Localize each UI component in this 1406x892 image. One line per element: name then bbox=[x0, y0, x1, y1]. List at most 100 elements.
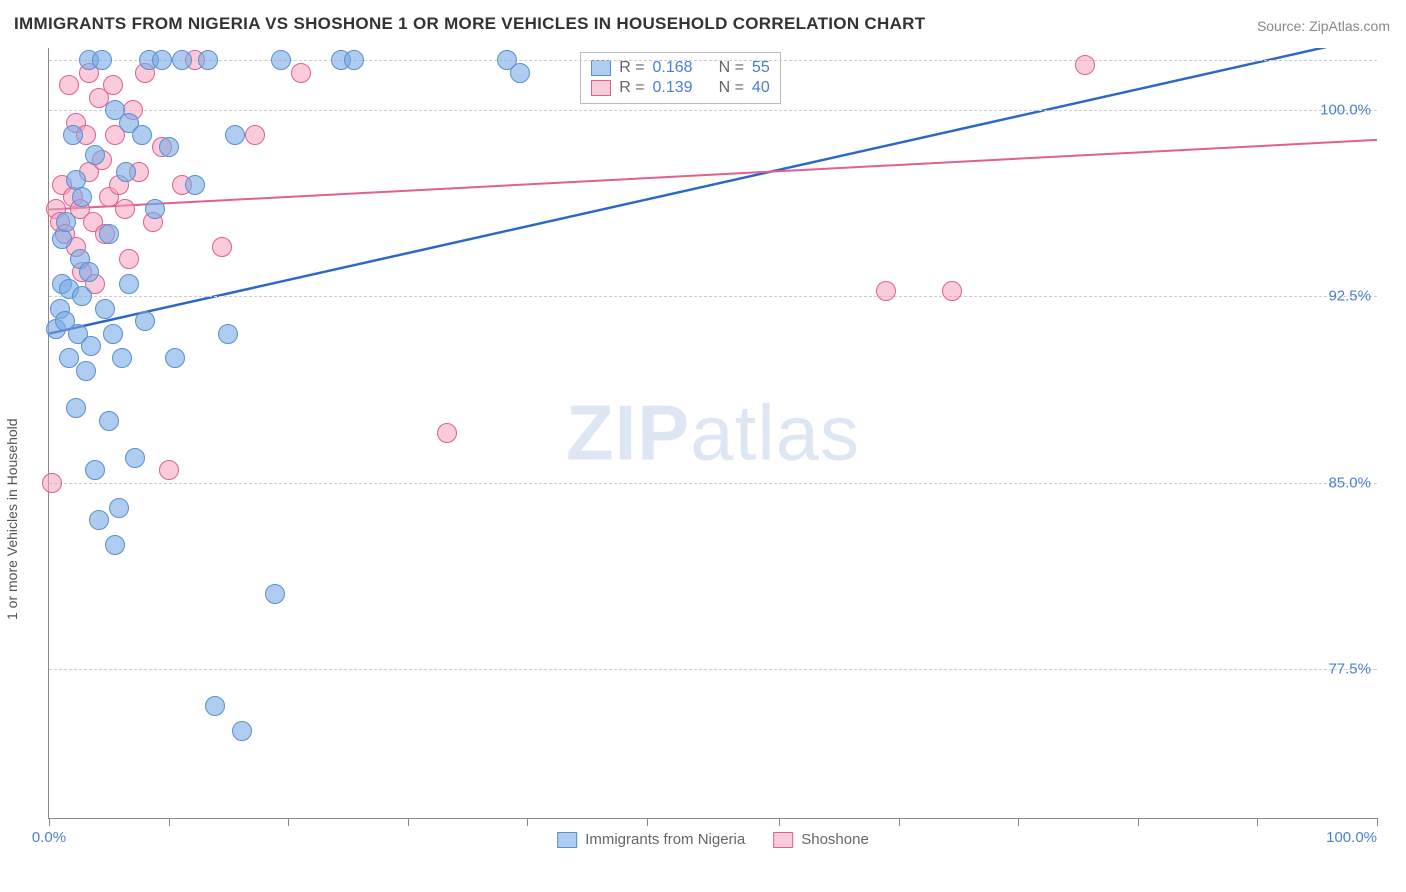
plot-area: ZIPatlas R =0.168N =55R =0.139N =40 Immi… bbox=[48, 48, 1377, 819]
data-point bbox=[185, 175, 205, 195]
y-tick-label: 85.0% bbox=[1328, 474, 1371, 491]
x-tick bbox=[1138, 818, 1139, 826]
data-point bbox=[79, 262, 99, 282]
data-point bbox=[245, 125, 265, 145]
gridline bbox=[49, 296, 1377, 297]
data-point bbox=[198, 50, 218, 70]
data-point bbox=[66, 398, 86, 418]
data-point bbox=[42, 473, 62, 493]
data-point bbox=[212, 237, 232, 257]
x-tick bbox=[647, 818, 648, 826]
data-point bbox=[876, 281, 896, 301]
stats-n-value: 40 bbox=[752, 79, 770, 97]
legend-swatch bbox=[591, 80, 611, 96]
data-point bbox=[89, 510, 109, 530]
data-point bbox=[159, 460, 179, 480]
legend-label: Shoshone bbox=[801, 831, 869, 848]
data-point bbox=[76, 361, 96, 381]
legend-swatch bbox=[557, 832, 577, 848]
x-tick bbox=[169, 818, 170, 826]
data-point bbox=[92, 50, 112, 70]
stats-row: R = 0.139 N = 40 bbox=[591, 78, 770, 98]
y-tick-label: 100.0% bbox=[1320, 102, 1371, 119]
chart-title: IMMIGRANTS FROM NIGERIA VS SHOSHONE 1 OR… bbox=[14, 14, 925, 34]
data-point bbox=[225, 125, 245, 145]
data-point bbox=[942, 281, 962, 301]
x-tick bbox=[408, 818, 409, 826]
data-point bbox=[265, 584, 285, 604]
data-point bbox=[85, 460, 105, 480]
data-point bbox=[85, 145, 105, 165]
data-point bbox=[1075, 55, 1095, 75]
data-point bbox=[232, 721, 252, 741]
stats-r-value: 0.168 bbox=[653, 59, 693, 77]
x-tick bbox=[288, 818, 289, 826]
stats-r-value: 0.139 bbox=[653, 79, 693, 97]
data-point bbox=[132, 125, 152, 145]
gridline bbox=[49, 110, 1377, 111]
data-point bbox=[72, 187, 92, 207]
stats-n-label: N = bbox=[719, 59, 744, 77]
data-point bbox=[115, 199, 135, 219]
data-point bbox=[172, 50, 192, 70]
data-point bbox=[218, 324, 238, 344]
data-point bbox=[135, 311, 155, 331]
data-point bbox=[52, 229, 72, 249]
x-tick-label: 0.0% bbox=[32, 829, 66, 846]
data-point bbox=[145, 199, 165, 219]
data-point bbox=[112, 348, 132, 368]
footer-legend: Immigrants from Nigeria Shoshone bbox=[557, 831, 869, 848]
legend-label: Immigrants from Nigeria bbox=[585, 831, 745, 848]
x-tick bbox=[899, 818, 900, 826]
data-point bbox=[95, 299, 115, 319]
data-point bbox=[510, 63, 530, 83]
source-label: Source: ZipAtlas.com bbox=[1257, 18, 1390, 34]
stats-r-label: R = bbox=[619, 79, 644, 97]
trend-line bbox=[49, 140, 1377, 210]
data-point bbox=[271, 50, 291, 70]
data-point bbox=[81, 336, 101, 356]
data-point bbox=[103, 324, 123, 344]
y-tick-label: 92.5% bbox=[1328, 288, 1371, 305]
data-point bbox=[63, 125, 83, 145]
data-point bbox=[59, 75, 79, 95]
y-axis-label: 1 or more Vehicles in Household bbox=[4, 418, 20, 620]
stats-n-label: N = bbox=[719, 79, 744, 97]
stats-n-value: 55 bbox=[752, 59, 770, 77]
gridline bbox=[49, 669, 1377, 670]
data-point bbox=[72, 286, 92, 306]
data-point bbox=[116, 162, 136, 182]
data-point bbox=[125, 448, 145, 468]
y-tick-label: 77.5% bbox=[1328, 660, 1371, 677]
data-point bbox=[119, 274, 139, 294]
stats-r-label: R = bbox=[619, 59, 644, 77]
watermark: ZIPatlas bbox=[566, 388, 860, 479]
data-point bbox=[437, 423, 457, 443]
data-point bbox=[105, 535, 125, 555]
x-tick bbox=[49, 818, 50, 826]
data-point bbox=[152, 50, 172, 70]
data-point bbox=[205, 696, 225, 716]
x-tick bbox=[1018, 818, 1019, 826]
data-point bbox=[291, 63, 311, 83]
data-point bbox=[103, 75, 123, 95]
data-point bbox=[344, 50, 364, 70]
data-point bbox=[159, 137, 179, 157]
x-tick-label: 100.0% bbox=[1326, 829, 1377, 846]
data-point bbox=[165, 348, 185, 368]
data-point bbox=[99, 224, 119, 244]
data-point bbox=[119, 249, 139, 269]
x-tick bbox=[1257, 818, 1258, 826]
data-point bbox=[56, 212, 76, 232]
data-point bbox=[59, 348, 79, 368]
gridline bbox=[49, 60, 1377, 61]
legend-swatch bbox=[773, 832, 793, 848]
x-tick bbox=[779, 818, 780, 826]
legend-item: Immigrants from Nigeria bbox=[557, 831, 745, 848]
x-tick bbox=[1377, 818, 1378, 826]
data-point bbox=[109, 498, 129, 518]
legend-swatch bbox=[591, 60, 611, 76]
legend-item: Shoshone bbox=[773, 831, 869, 848]
gridline bbox=[49, 483, 1377, 484]
data-point bbox=[99, 411, 119, 431]
